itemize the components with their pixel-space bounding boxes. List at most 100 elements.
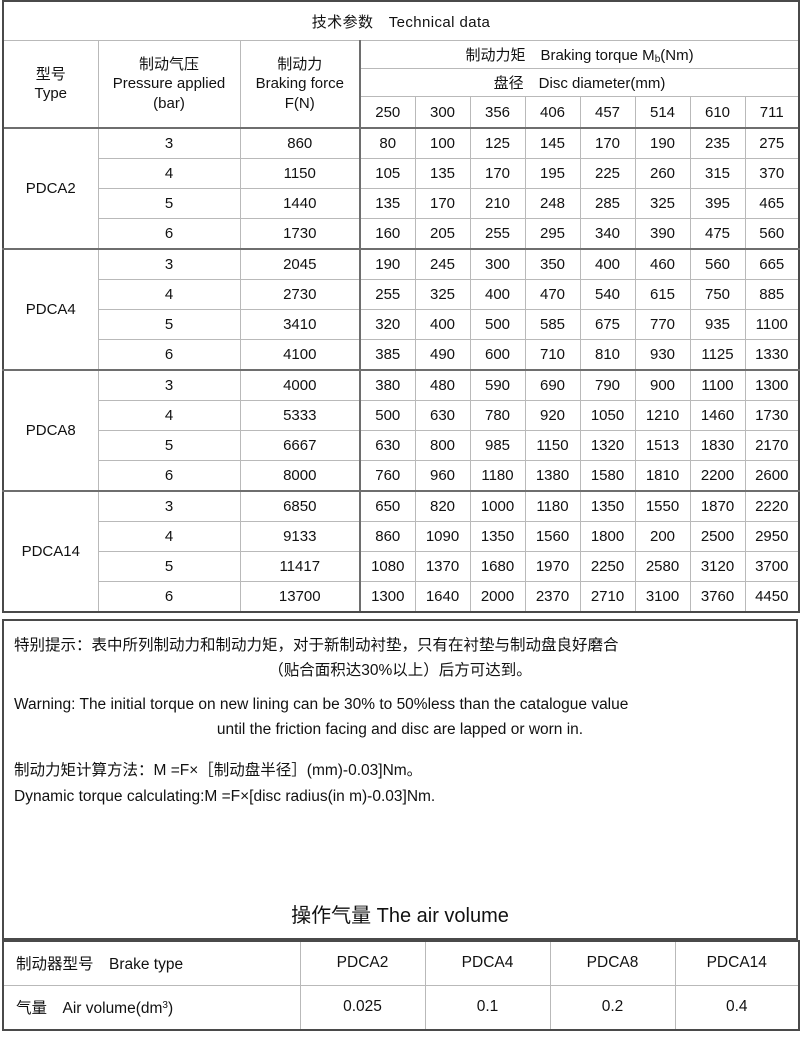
cell-torque: 540	[579, 279, 636, 310]
cell-braking-force: 4000	[239, 369, 361, 401]
cell-torque: 125	[469, 127, 526, 159]
cell-torque: 960	[414, 460, 471, 492]
cell-torque: 2220	[744, 490, 800, 522]
cell-torque: 2000	[469, 581, 526, 613]
header-pressure-en: Pressure applied	[112, 75, 226, 93]
cell-torque: 900	[634, 369, 691, 401]
table-row: 5 6667 630 800 985 1150 1320 1513 1830 2170	[3, 430, 800, 461]
cell-torque: 350	[524, 248, 581, 280]
table-row: 4 1150 105 135 170 195 225 260 315 370	[3, 158, 800, 189]
air-volume-title: 操作气量 The air volume	[291, 904, 509, 927]
cell-torque: 1380	[524, 460, 581, 492]
cell-torque: 135	[359, 188, 416, 219]
cell-type-PDCA14: PDCA14	[2, 490, 99, 613]
cell-pressure: 3	[97, 248, 241, 280]
note-cn-line-1: 特别提示：表中所列制动力和制动力矩，对于新制动衬垫，只有在衬垫与制动盘良好磨合	[14, 637, 619, 654]
cell-torque: 2200	[689, 460, 746, 492]
cell-torque: 1550	[634, 490, 691, 522]
cell-torque: 675	[579, 309, 636, 340]
cell-torque: 1300	[359, 581, 416, 613]
cell-torque: 1125	[689, 339, 746, 371]
cell-torque: 1080	[359, 551, 416, 582]
header-disc-diameter-406: 406	[524, 96, 581, 129]
cell-torque: 630	[414, 400, 471, 431]
air-volume-type-PDCA14: PDCA14	[674, 939, 800, 986]
air-volume-value: 0.4	[674, 984, 800, 1031]
cell-torque: 1100	[689, 369, 746, 401]
cell-torque: 780	[469, 400, 526, 431]
cell-pressure: 3	[97, 127, 241, 159]
cell-torque: 820	[414, 490, 471, 522]
cell-braking-force: 2730	[239, 279, 361, 310]
cell-torque: 340	[579, 218, 636, 250]
header-disc-diameter-300: 300	[414, 96, 471, 129]
cell-type-PDCA2: PDCA2	[2, 127, 99, 250]
cell-torque: 1350	[469, 521, 526, 552]
cell-torque: 255	[359, 279, 416, 310]
cell-braking-force: 5333	[239, 400, 361, 431]
cell-torque: 885	[744, 279, 800, 310]
cell-torque: 300	[469, 248, 526, 280]
cell-torque: 100	[414, 127, 471, 159]
cell-torque: 370	[744, 158, 800, 189]
cell-torque: 465	[744, 188, 800, 219]
cell-torque: 750	[689, 279, 746, 310]
cell-torque: 1580	[579, 460, 636, 492]
cell-torque: 710	[524, 339, 581, 371]
cell-torque: 920	[524, 400, 581, 431]
table-row: 4 5333 500 630 780 920 1050 1210 1460 1730	[3, 400, 800, 431]
cell-braking-force: 1150	[239, 158, 361, 189]
table-row: 5 11417 1080 1370 1680 1970 2250 2580 3120 3700	[3, 551, 800, 582]
table-row: 6 1730 160 205 255 295 340 390 475 560	[3, 218, 800, 250]
cell-torque: 145	[524, 127, 581, 159]
cell-torque: 255	[469, 218, 526, 250]
cell-torque: 460	[634, 248, 691, 280]
cell-torque: 810	[579, 339, 636, 371]
cell-torque: 3700	[744, 551, 800, 582]
air-volume-header-row: 制动器型号 Brake type PDCA2 PDCA4 PDCA8 PDCA14	[2, 939, 800, 986]
cell-torque: 200	[634, 521, 691, 552]
cell-pressure: 4	[97, 521, 241, 552]
cell-torque: 135	[414, 158, 471, 189]
cell-type-PDCA8: PDCA8	[2, 369, 99, 492]
table-row: 6 4100 385 490 600 710 810 930 1125 1330	[3, 339, 800, 371]
header-force-unit: F(N)	[284, 94, 315, 112]
cell-torque: 470	[524, 279, 581, 310]
cell-torque: 400	[469, 279, 526, 310]
cell-torque: 1460	[689, 400, 746, 431]
cell-torque: 1050	[579, 400, 636, 431]
cell-torque: 170	[414, 188, 471, 219]
cell-pressure: 5	[97, 551, 241, 582]
air-volume-value: 0.2	[549, 984, 676, 1031]
cell-torque: 400	[414, 309, 471, 340]
cell-torque: 4450	[744, 581, 800, 613]
cell-torque: 285	[579, 188, 636, 219]
table-row: PDCA2 3 860 80 100 125 145 170 190 235 275	[2, 127, 800, 250]
cell-torque: 190	[359, 248, 416, 280]
cell-braking-force: 1440	[239, 188, 361, 219]
cell-torque: 295	[524, 218, 581, 250]
cell-torque: 1210	[634, 400, 691, 431]
cell-braking-force: 13700	[239, 581, 361, 613]
air-volume-label-pre: 气量 Air volume(dm	[16, 1000, 163, 1018]
air-volume-value: 0.1	[424, 984, 551, 1031]
header-disc-diameter-356: 356	[469, 96, 526, 129]
cell-pressure: 5	[97, 188, 241, 219]
cell-braking-force: 1730	[239, 218, 361, 250]
cell-braking-force: 9133	[239, 521, 361, 552]
table-title-row: 技术参数 Technical data	[1, 0, 800, 41]
table-row: 5 1440 135 170 210 248 285 325 395 465	[3, 188, 800, 219]
header-type-cn: 型号	[35, 65, 66, 83]
cell-pressure: 5	[97, 309, 241, 340]
cell-braking-force: 860	[239, 127, 361, 159]
table-row: 4 9133 860 1090 1350 1560 1800 200 2500 2950	[3, 521, 800, 552]
table-row: 6 13700 1300 1640 2000 2370 2710 3100 3760 4450	[3, 581, 800, 613]
cell-torque: 2170	[744, 430, 800, 461]
cell-torque: 1180	[469, 460, 526, 492]
cell-torque: 590	[469, 369, 526, 401]
air-volume-value-row: 气量 Air volume(dm3) 0.025 0.1 0.2 0.4	[2, 984, 800, 1031]
air-volume-value-label: 气量 Air volume(dm3)	[2, 984, 301, 1031]
header-row-1: 型号 Type 制动气压 Pressure applied (bar) 制动力 …	[2, 40, 800, 129]
cell-braking-force: 2045	[239, 248, 361, 280]
cell-torque: 860	[359, 521, 416, 552]
